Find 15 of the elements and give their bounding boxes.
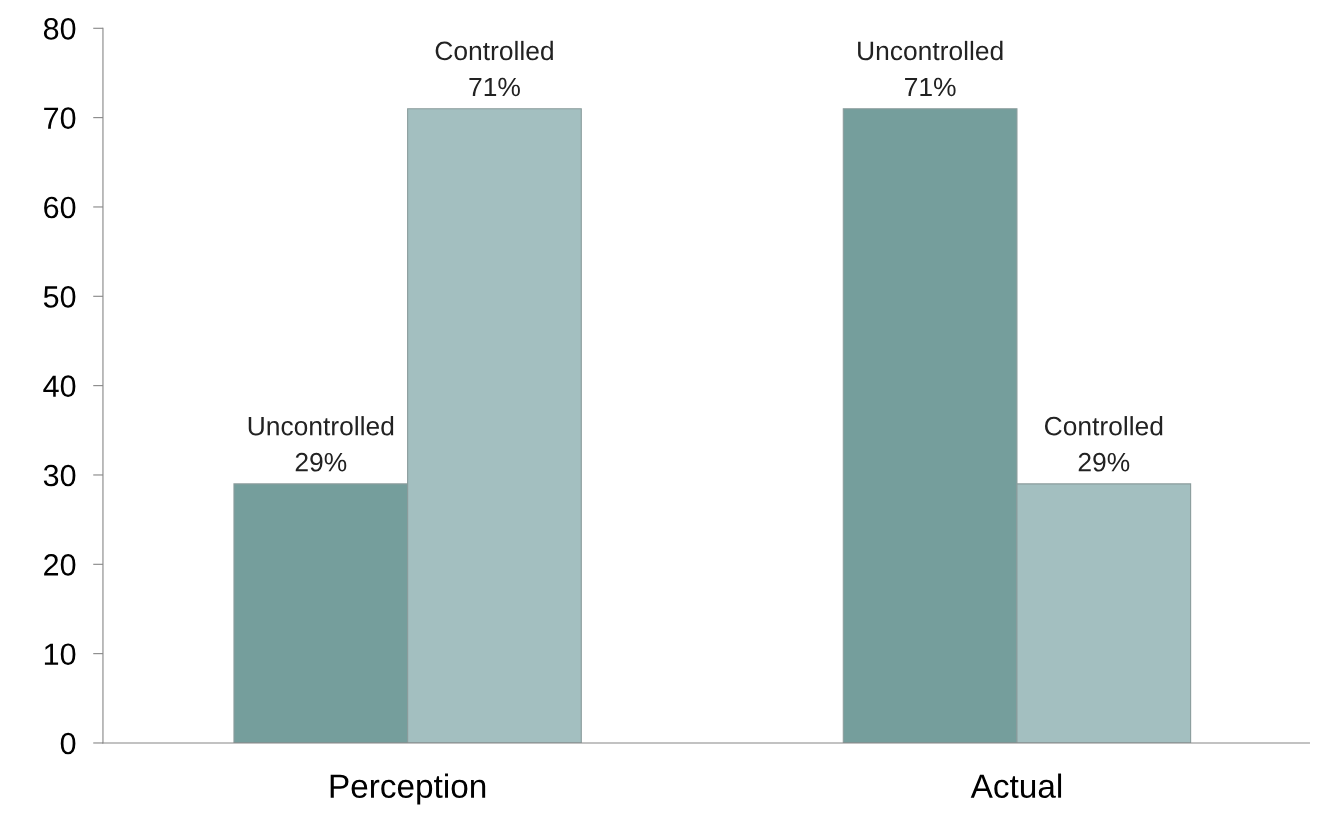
- x-tick-label: Actual: [970, 773, 1062, 799]
- data-label: Uncontrolled 71%: [858, 40, 1003, 97]
- y-tick-label: 20: [44, 554, 76, 576]
- y-tick-label: 30: [43, 464, 76, 487]
- data-label: Uncontrolled 29%: [248, 416, 394, 472]
- y-tick-label: 0: [60, 732, 76, 755]
- x-tick-label: Perception: [330, 773, 486, 805]
- y-tick-label: 60: [44, 196, 76, 219]
- data-label: Controlled 71%: [435, 40, 553, 97]
- y-tick-label: 10: [44, 643, 76, 666]
- y-tick-label: 80: [43, 18, 76, 40]
- y-tick-label: 70: [44, 107, 76, 129]
- data-label: Controlled 29%: [1044, 416, 1163, 472]
- y-tick-label: 50: [43, 286, 76, 308]
- y-tick-label: 40: [43, 375, 76, 397]
